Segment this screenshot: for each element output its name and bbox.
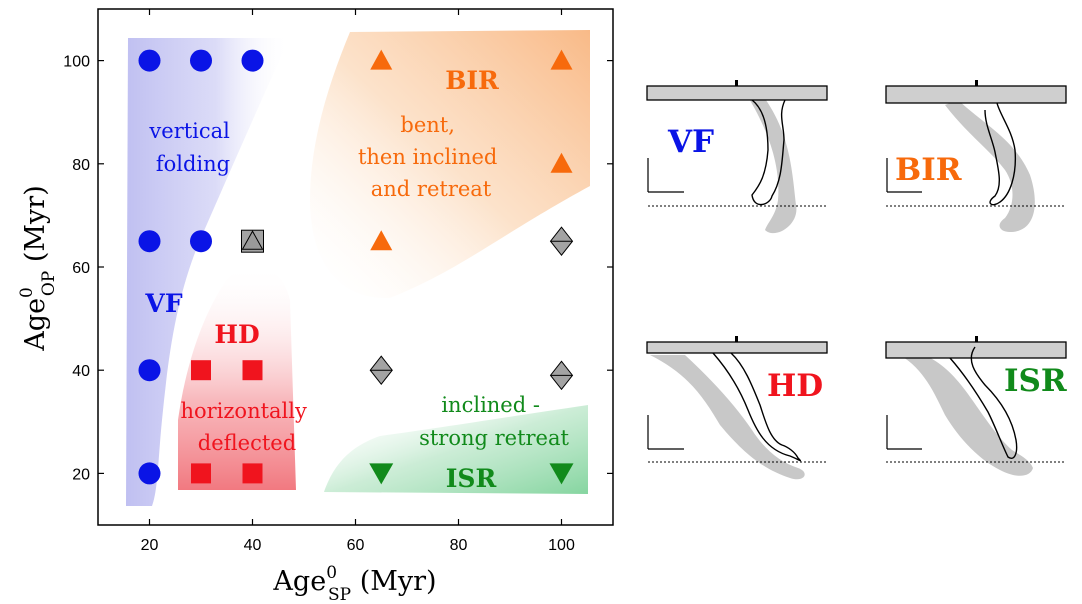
svg-text:inclined - strong retrea: inclined - strong retreat: [419, 393, 569, 450]
vf-circle-marker: [138, 462, 161, 485]
isr-triangle-marker: [549, 463, 574, 485]
slab-shadow: [745, 92, 797, 234]
ambiguous-square-triangle-marker: [241, 229, 264, 253]
hd-desc-line-1: horizontally: [180, 399, 307, 423]
vf-desc-line-1: vertical: [148, 119, 230, 143]
y-tick-label: 20: [72, 466, 90, 483]
plate: [885, 341, 1067, 359]
x-axis-title: Age0 SP (Myr): [272, 563, 436, 604]
bir-desc-line-3: and retreat: [371, 177, 492, 201]
region-bir: [310, 30, 590, 299]
hd-square-marker: [191, 463, 211, 484]
vf-circle-marker: [138, 359, 161, 382]
region-vf: [126, 38, 290, 506]
panel-vf-code: VF: [667, 124, 714, 160]
region-hd: [178, 265, 296, 490]
plate: [885, 85, 1067, 104]
ambiguous-diamond-marker: [549, 360, 574, 391]
x-tick-label: 100: [548, 537, 575, 554]
bir-desc-line-1: bent,: [400, 113, 455, 137]
hd-square-marker: [191, 360, 211, 381]
ambiguous-diamond-marker: [369, 355, 393, 386]
axis-ticks: 20 40 60 80 100 20 40 60 80 100: [63, 9, 613, 554]
ambiguous-diamond-marker: [549, 226, 574, 257]
slab-shadow: [900, 353, 1033, 476]
trench-marker: [975, 336, 978, 342]
trench-marker: [735, 80, 738, 86]
svg-text:vertical folding: vertical folding: [148, 119, 236, 176]
y-tick-label: 40: [72, 363, 90, 380]
x-tick-label: 60: [347, 537, 365, 554]
hd-square-marker: [242, 463, 263, 484]
bir-code-label: BIR: [445, 66, 499, 95]
x-tick-label: 80: [450, 537, 468, 554]
slab-outline: [712, 352, 802, 462]
vf-circle-marker: [138, 49, 161, 72]
panel-bir: BIR: [885, 80, 1067, 232]
panel-hd: HD: [646, 336, 828, 480]
panel-isr: ISR: [885, 336, 1067, 476]
bir-triangle-marker: [370, 49, 393, 70]
vf-desc-line-2: folding: [156, 152, 230, 176]
vf-circle-marker: [190, 49, 212, 72]
bir-triangle-marker: [370, 230, 393, 251]
vf-circle-marker: [138, 230, 161, 253]
hd-desc-line-2: deflected: [198, 431, 296, 455]
bir-desc-line-2: then inclined: [358, 145, 497, 169]
panel-vf: VF: [646, 80, 828, 234]
panel-isr-code: ISR: [1004, 363, 1067, 399]
svg-text:bent, then inclined: bent, then inclined and retreat: [358, 113, 504, 201]
vf-circle-marker: [190, 230, 212, 253]
svg-text:horizontally deflected: horizontally deflected: [180, 399, 313, 455]
vf-code-label: VF: [144, 289, 182, 318]
slab-outline: [751, 99, 786, 206]
y-axis-title: Age0 OP (Myr): [17, 185, 59, 351]
isr-triangle-marker: [369, 463, 394, 485]
slab-shadow: [650, 355, 805, 480]
bir-triangle-marker: [550, 49, 573, 70]
y-tick-label: 80: [72, 157, 90, 174]
isr-desc-line-1: inclined -: [441, 393, 540, 417]
panel-bir-code: BIR: [895, 152, 962, 188]
data-markers: [138, 49, 574, 485]
panel-hd-code: HD: [767, 368, 823, 404]
slab-outline: [949, 346, 1018, 459]
hd-square-marker: [242, 360, 263, 381]
y-tick-label: 60: [72, 260, 90, 277]
plate: [646, 341, 828, 354]
x-tick-label: 40: [244, 537, 262, 554]
x-tick-label: 20: [141, 537, 159, 554]
vf-circle-marker: [241, 49, 264, 72]
plate: [646, 85, 828, 101]
region-isr: [324, 405, 588, 494]
isr-code-label: ISR: [446, 464, 497, 493]
trench-marker: [975, 80, 978, 86]
slab-outline: [984, 102, 1017, 206]
trench-marker: [735, 336, 738, 342]
slab-shadow: [945, 100, 1035, 232]
hd-code-label: HD: [214, 320, 259, 349]
y-tick-label: 100: [63, 54, 90, 71]
isr-desc-line-2: strong retreat: [419, 426, 569, 450]
bir-triangle-marker: [550, 152, 573, 173]
